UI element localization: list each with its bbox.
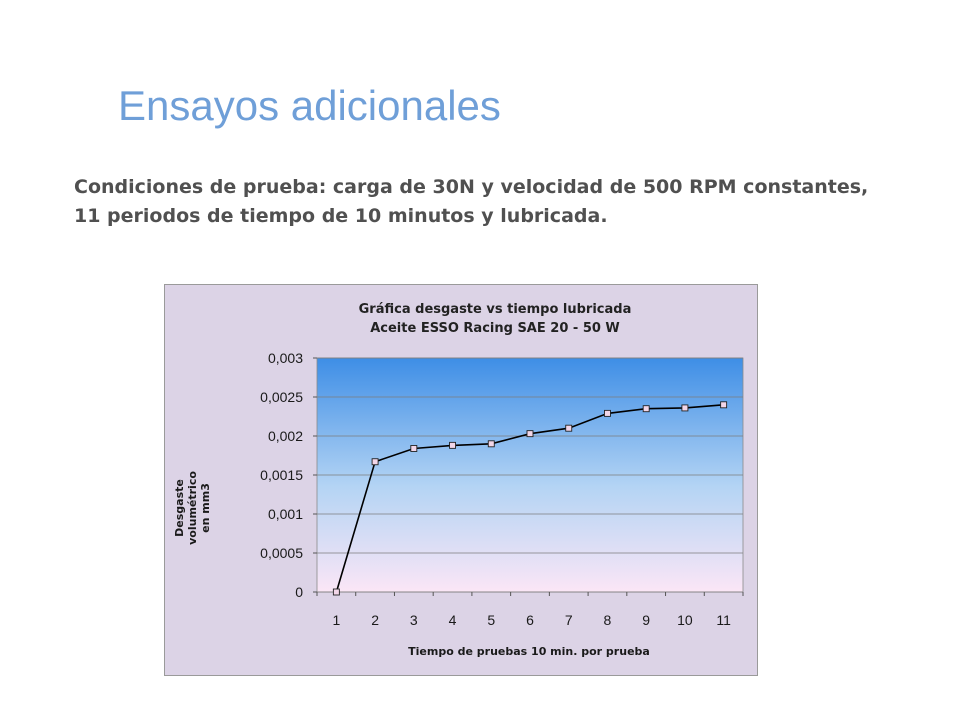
data-point-11 [720,401,728,409]
data-point-7 [565,424,573,432]
x-tick-label-9: 9 [642,612,650,628]
x-tick-label-2: 2 [371,612,379,628]
chart-title-line-1: Gráfica desgaste vs tiempo lubricada [359,302,632,317]
y-tick-label-1: 0,0005 [260,545,303,561]
data-point-6 [526,430,534,438]
x-tick-label-10: 10 [677,612,693,628]
data-point-4 [449,441,456,449]
data-point-8 [604,409,611,417]
data-point-10 [681,404,689,412]
y-tick-label-2: 0,001 [268,506,303,522]
y-tick-label-6: 0,003 [268,350,303,366]
test-conditions-line-2: 11 periodos de tiempo de 10 minutos y lu… [74,205,608,227]
x-tick-label-4: 4 [449,612,457,628]
x-tick-label-6: 6 [526,612,534,628]
data-point-5 [487,440,495,448]
x-tick-label-3: 3 [410,612,418,628]
y-axis-label: Desgaste volumétrico en mm3 [173,471,212,545]
data-point-9 [642,405,650,413]
y-tick-label-0: 0 [295,584,303,600]
y-tick-label-4: 0,002 [268,428,303,444]
x-tick-label-11: 11 [716,612,731,628]
test-conditions-line-1: Condiciones de prueba: carga de 30N y ve… [74,176,869,198]
chart-title-line-2: Aceite ESSO Racing SAE 20 - 50 W [370,321,620,336]
x-axis-label: Tiempo de pruebas 10 min. por prueba [408,645,650,658]
x-tick-label-8: 8 [604,612,612,628]
data-point-3 [410,445,418,452]
data-point-2 [371,458,379,466]
y-tick-label-5: 0,0025 [260,389,303,405]
slide-title: Ensayos adicionales [118,82,501,129]
x-tick-label-1: 1 [332,612,340,628]
y-axis-label-line-2: volumétrico [186,471,199,545]
x-tick-label-5: 5 [487,612,495,628]
wear-vs-time-chart: 0 0,0005 0,001 0,0015 0,002 0,0025 0,003 1 2 3 4 5… [173,302,744,658]
chart-frame: 0 0,0005 0,001 0,0015 0,002 0,0025 0,003 1 2 3 4 5… [164,284,758,676]
y-tick-label-3: 0,0015 [260,467,303,483]
y-axis-label-line-1: Desgaste [173,479,186,537]
data-point-1 [332,588,340,596]
test-conditions-text: Condiciones de prueba: carga de 30N y ve… [74,173,934,231]
x-tick-label-7: 7 [565,612,573,628]
y-axis-label-line-3: en mm3 [199,483,212,533]
